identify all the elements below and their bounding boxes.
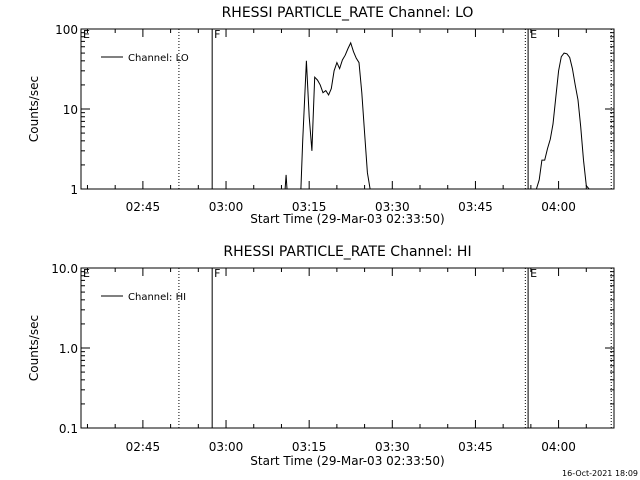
x-tick-label: 03:00 — [209, 200, 244, 214]
event-marker-label: E — [530, 267, 537, 280]
x-tick-label: 03:30 — [375, 440, 410, 454]
x-tick-label: 03:45 — [458, 440, 493, 454]
y-tick-label: 100 — [55, 23, 78, 37]
y-tick-label: 1.0 — [59, 342, 78, 356]
x-axis-label: Start Time (29-Mar-03 02:33:50) — [250, 212, 444, 226]
event-marker-label: E — [530, 28, 537, 41]
panel-lo-channel: RHESSI PARTICLE_RATE Channel: LO 1 10 100 02… — [27, 5, 615, 226]
y-axis-label: Counts/sec — [27, 315, 41, 381]
event-marker-label: E — [83, 267, 90, 280]
panel-hi-channel: RHESSI PARTICLE_RATE Channel: HI 0.1 1.0 10… — [27, 244, 615, 468]
y-tick-label: 10 — [63, 103, 78, 117]
event-marker-label: F — [214, 28, 220, 41]
x-tick-label: 03:15 — [292, 440, 327, 454]
x-tick-label: 04:00 — [541, 200, 576, 214]
x-tick-label: 02:45 — [126, 440, 161, 454]
x-tick-label: 04:00 — [541, 440, 576, 454]
x-tick-label: 03:45 — [458, 200, 493, 214]
x-tick-label: 02:45 — [126, 200, 161, 214]
legend-entry: Channel: LO — [128, 53, 189, 64]
x-tick-label: 03:30 — [375, 200, 410, 214]
legend-entry: Channel: HI — [128, 292, 186, 303]
y-tick-label: 0.1 — [59, 422, 78, 436]
x-axis-label: Start Time (29-Mar-03 02:33:50) — [250, 454, 444, 468]
event-marker-label: F — [214, 267, 220, 280]
event-marker-label: E — [83, 28, 90, 41]
series-line-channel-lo — [535, 52, 590, 190]
x-tick-label: 03:15 — [292, 200, 327, 214]
chart-title: RHESSI PARTICLE_RATE Channel: HI — [223, 244, 471, 260]
y-tick-label: 10.0 — [51, 262, 78, 276]
y-axis-label: Counts/sec — [27, 76, 41, 142]
footer-timestamp: 16-Oct-2021 18:09 — [562, 469, 638, 478]
series-line-channel-lo — [284, 41, 373, 190]
x-tick-label: 03:00 — [209, 440, 244, 454]
y-tick-label: 1 — [70, 183, 78, 197]
chart-title: RHESSI PARTICLE_RATE Channel: LO — [222, 5, 474, 21]
